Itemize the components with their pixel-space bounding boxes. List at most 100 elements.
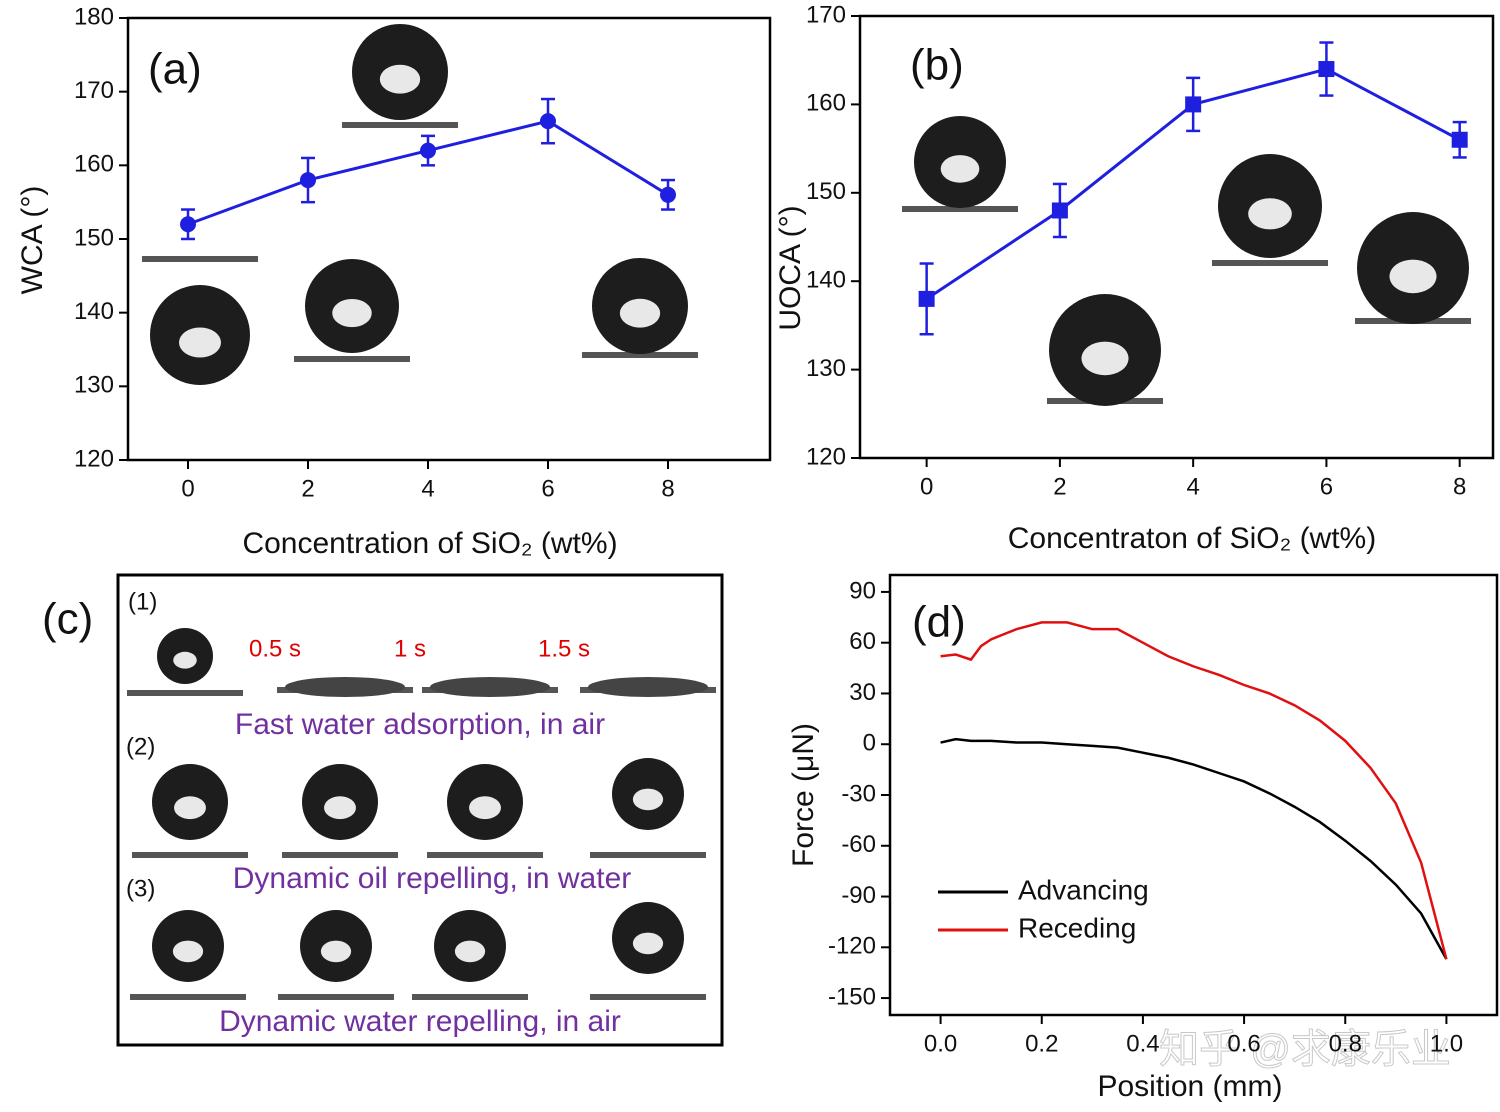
substrate — [1212, 260, 1328, 266]
row-caption: Dynamic oil repelling, in water — [233, 862, 632, 895]
x-tick-label: 6 — [1320, 473, 1333, 500]
x-tick-label: 0.8 — [1329, 1030, 1362, 1057]
y-tick-label: 170 — [74, 77, 114, 104]
x-tick-label: 8 — [1453, 473, 1466, 500]
puddle — [588, 677, 708, 697]
legend-label: Receding — [1018, 912, 1136, 943]
droplet-highlight — [1389, 259, 1437, 294]
substrate — [427, 852, 543, 858]
row-label: (2) — [126, 733, 155, 760]
substrate — [412, 994, 528, 1000]
y-tick-label: 160 — [74, 151, 114, 178]
y-tick-label: 140 — [74, 298, 114, 325]
x-axis-title: Concentration of SiO₂ (wt%) — [242, 527, 617, 560]
y-tick-label: 130 — [74, 372, 114, 399]
y-tick-label: 180 — [74, 3, 114, 30]
y-tick-label: -120 — [828, 933, 876, 960]
x-tick-label: 2 — [1053, 473, 1066, 500]
droplet-highlight — [173, 651, 197, 669]
droplet-highlight — [940, 155, 980, 183]
row-label: (3) — [126, 875, 155, 902]
y-tick-label: -60 — [841, 831, 876, 858]
substrate — [342, 122, 458, 128]
row-label: (1) — [128, 588, 157, 615]
droplet-highlight — [619, 298, 661, 328]
data-point — [540, 113, 556, 130]
data-point — [1318, 61, 1335, 78]
y-tick-label: 120 — [806, 443, 846, 470]
time-label: 0.5 s — [249, 635, 301, 662]
droplet-highlight — [1248, 198, 1292, 230]
x-tick-label: 0.4 — [1126, 1030, 1159, 1057]
y-tick-label: 150 — [806, 178, 846, 205]
y-tick-label: 140 — [806, 267, 846, 294]
substrate — [130, 994, 246, 1000]
substrate — [590, 852, 706, 858]
substrate — [590, 994, 706, 1000]
x-tick-label: 0.0 — [924, 1030, 957, 1057]
y-tick-label: -90 — [841, 882, 876, 909]
panel-label: (d) — [912, 598, 966, 647]
substrate — [294, 356, 410, 362]
data-line — [940, 621, 1448, 960]
puddle — [285, 677, 405, 697]
time-label: 1.5 s — [538, 635, 590, 662]
droplet-highlight — [632, 788, 664, 811]
y-tick-label: 90 — [849, 577, 876, 604]
x-tick-label: 4 — [421, 475, 434, 502]
data-line — [940, 737, 1448, 960]
data-point — [300, 172, 316, 189]
x-tick-label: 0 — [920, 473, 933, 500]
substrate — [582, 352, 698, 358]
y-tick-label: -30 — [841, 780, 876, 807]
y-tick-label: 150 — [74, 224, 114, 251]
data-point — [180, 216, 196, 233]
y-tick-label: 0 — [863, 730, 876, 757]
data-point — [1451, 131, 1468, 148]
x-axis-title: Position (mm) — [1097, 1070, 1282, 1103]
y-axis-title: Force (μN) — [787, 723, 820, 867]
substrate — [278, 994, 394, 1000]
x-tick-label: 4 — [1186, 473, 1199, 500]
row-caption: Fast water adsorption, in air — [235, 708, 605, 741]
panel-label: (c) — [42, 595, 93, 644]
x-tick-label: 2 — [301, 475, 314, 502]
droplet-highlight — [320, 940, 352, 963]
substrate — [282, 852, 398, 858]
y-tick-label: 120 — [74, 445, 114, 472]
y-tick-label: 130 — [806, 355, 846, 382]
legend-label: Advancing — [1018, 874, 1149, 905]
data-point — [660, 186, 676, 203]
substrate — [132, 852, 248, 858]
panel-label: (a) — [148, 45, 202, 94]
data-point — [1185, 96, 1202, 113]
x-tick-label: 0.6 — [1227, 1030, 1260, 1057]
y-axis-title: WCA (°) — [16, 186, 49, 295]
plot-frame — [888, 573, 1499, 1017]
plot-frame — [126, 16, 772, 462]
y-tick-label: -150 — [828, 983, 876, 1010]
y-tick-label: 30 — [849, 679, 876, 706]
droplet-highlight — [324, 796, 356, 820]
droplet-highlight — [179, 327, 221, 358]
droplet-highlight — [469, 796, 501, 820]
panel-label: (b) — [910, 41, 964, 90]
droplet-highlight — [1081, 341, 1129, 376]
x-tick-label: 1.0 — [1430, 1030, 1463, 1057]
y-tick-label: 60 — [849, 628, 876, 655]
droplet-highlight — [454, 940, 486, 963]
time-label: 1 s — [394, 635, 426, 662]
droplet-highlight — [172, 940, 204, 963]
data-point — [918, 290, 935, 307]
droplet-highlight — [332, 298, 372, 328]
droplet-highlight — [379, 64, 421, 94]
x-tick-label: 0.2 — [1025, 1030, 1058, 1057]
droplet-highlight — [174, 796, 206, 820]
watermark: 知乎 @求康乐业 — [1159, 1028, 1451, 1072]
row-caption: Dynamic water repelling, in air — [219, 1005, 621, 1038]
y-tick-label: 170 — [806, 1, 846, 28]
x-tick-label: 8 — [661, 475, 674, 502]
x-axis-title: Concentraton of SiO₂ (wt%) — [1008, 522, 1376, 555]
substrate — [902, 206, 1018, 212]
